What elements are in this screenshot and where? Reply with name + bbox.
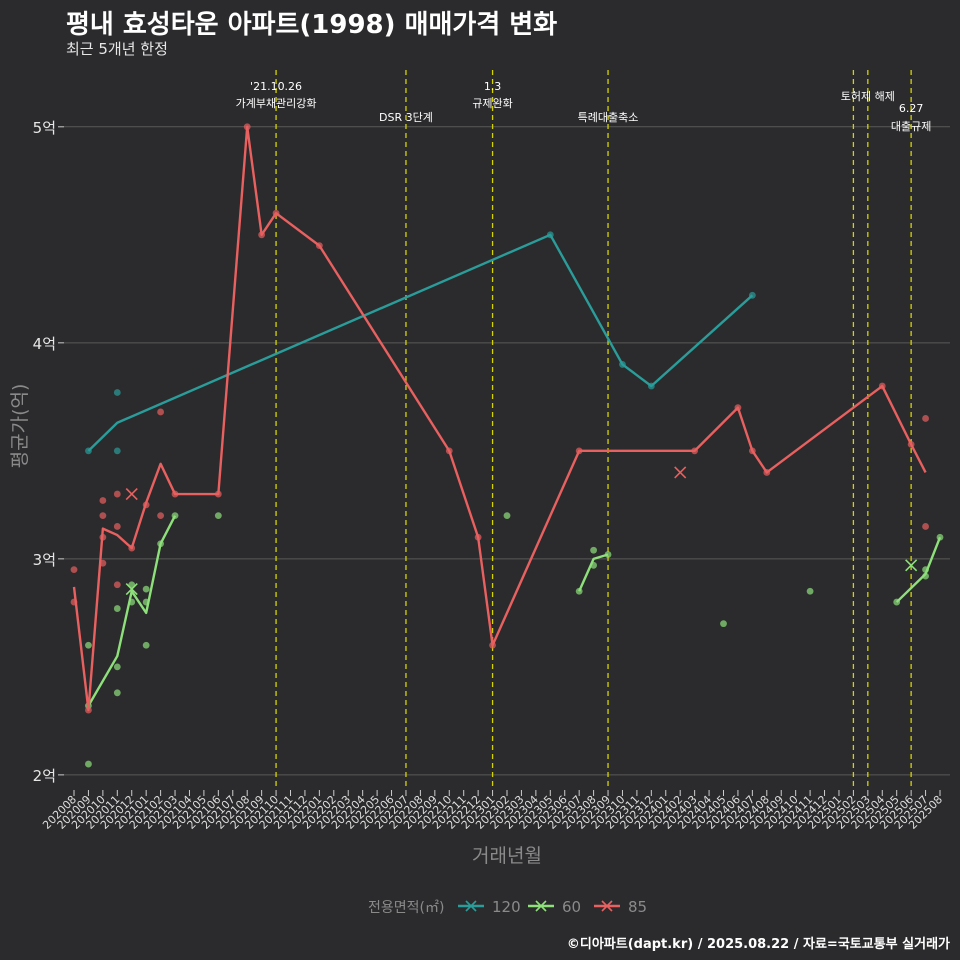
data-point-120 xyxy=(113,447,121,455)
data-point-85 xyxy=(214,490,222,498)
data-point-60 xyxy=(85,641,92,649)
data-point-60 xyxy=(922,572,929,580)
data-point-85 xyxy=(157,512,165,520)
y-tick-label: 3억 xyxy=(33,551,56,569)
data-point-60 xyxy=(142,641,150,649)
data-point-85 xyxy=(691,447,699,455)
data-point-60 xyxy=(590,561,597,569)
y-tick-label: 4억 xyxy=(33,335,56,353)
series-line-60 xyxy=(578,553,609,592)
data-point-85 xyxy=(70,598,78,606)
data-point-60 xyxy=(85,760,92,768)
data-point-60 xyxy=(113,605,121,612)
data-point-85 xyxy=(99,512,107,520)
data-point-85 xyxy=(243,123,251,131)
cross-marker-85 xyxy=(674,466,687,479)
data-point-60 xyxy=(503,512,511,520)
data-point-85 xyxy=(113,581,121,589)
data-point-60 xyxy=(128,598,136,606)
data-point-85 xyxy=(922,523,929,530)
cross-marker-60 xyxy=(905,559,918,572)
chart-title: 평내 효성타운 아파트(1998) 매매가격 변화 xyxy=(66,10,558,40)
data-point-60 xyxy=(157,540,165,548)
legend-key-cross-85 xyxy=(601,900,613,912)
data-point-85 xyxy=(272,209,280,217)
series-line-60 xyxy=(87,515,177,707)
data-point-85 xyxy=(734,404,742,412)
event-label: 특례대출축소 xyxy=(578,111,639,124)
data-point-120 xyxy=(113,389,121,396)
data-point-60 xyxy=(590,546,597,554)
data-point-60 xyxy=(806,587,814,595)
event-label: 규제완화 xyxy=(472,97,512,110)
data-point-85 xyxy=(99,497,107,504)
data-point-60 xyxy=(113,689,121,697)
data-point-60 xyxy=(893,598,901,606)
data-point-60 xyxy=(936,533,944,541)
data-point-85 xyxy=(85,706,92,714)
data-point-85 xyxy=(113,523,121,530)
event-label: DSR 3단계 xyxy=(379,111,433,124)
legend-key-cross-120 xyxy=(465,900,477,912)
data-point-60 xyxy=(113,663,121,671)
legend-label-60: 60 xyxy=(562,898,581,916)
data-point-60 xyxy=(214,512,222,520)
data-point-85 xyxy=(763,469,771,476)
data-point-85 xyxy=(70,566,78,574)
event-label: 토허제 해제 xyxy=(841,89,895,103)
data-point-85 xyxy=(99,559,107,567)
event-label: 6.27 xyxy=(899,102,924,115)
source-caption: ©디아파트(dapt.kr) / 2025.08.22 / 자료=국토교통부 실… xyxy=(566,937,950,952)
data-point-120 xyxy=(647,382,655,390)
y-tick-label: 5억 xyxy=(33,119,56,137)
data-point-60 xyxy=(922,566,929,574)
x-axis-title: 거래년월 xyxy=(472,845,542,867)
data-point-85 xyxy=(142,501,150,509)
y-tick-label: 2억 xyxy=(33,767,56,785)
series-line-120 xyxy=(87,233,754,452)
data-point-85 xyxy=(575,447,583,455)
legend-title: 전용면적(㎡) xyxy=(368,900,444,916)
event-label: 가계부채관리강화 xyxy=(236,97,317,110)
chart-subtitle: 최근 5개년 한정 xyxy=(66,40,168,58)
data-point-85 xyxy=(258,231,266,239)
legend-label-85: 85 xyxy=(628,898,647,916)
data-point-60 xyxy=(604,551,612,558)
data-point-120 xyxy=(546,231,554,239)
data-point-85 xyxy=(315,242,323,250)
data-point-85 xyxy=(445,447,453,455)
data-point-85 xyxy=(878,382,886,390)
data-point-60 xyxy=(720,620,727,628)
data-point-60 xyxy=(575,587,583,595)
data-point-85 xyxy=(113,490,121,498)
data-point-85 xyxy=(474,533,482,541)
data-point-60 xyxy=(142,598,150,606)
data-point-85 xyxy=(99,533,107,541)
data-point-120 xyxy=(85,447,92,455)
event-label: 1.3 xyxy=(484,80,502,93)
data-point-85 xyxy=(922,415,929,422)
data-point-85 xyxy=(128,544,136,552)
series-line-60 xyxy=(895,536,942,603)
data-point-60 xyxy=(142,585,150,593)
data-point-85 xyxy=(157,408,165,416)
data-point-85 xyxy=(489,641,496,649)
data-point-120 xyxy=(619,361,626,368)
cross-marker-60 xyxy=(125,583,138,596)
legend-key-cross-60 xyxy=(535,900,547,912)
data-point-120 xyxy=(748,291,756,299)
series-line-85 xyxy=(72,125,927,712)
event-label: 대출규제 xyxy=(891,120,931,133)
y-axis-title: 평균가(억) xyxy=(9,384,31,469)
event-label: '21.10.26 xyxy=(250,80,302,93)
data-point-85 xyxy=(907,440,915,448)
data-point-60 xyxy=(171,512,179,520)
data-point-85 xyxy=(171,490,179,498)
legend-label-120: 120 xyxy=(492,898,521,916)
cross-marker-85 xyxy=(125,487,138,501)
data-point-85 xyxy=(748,447,756,455)
